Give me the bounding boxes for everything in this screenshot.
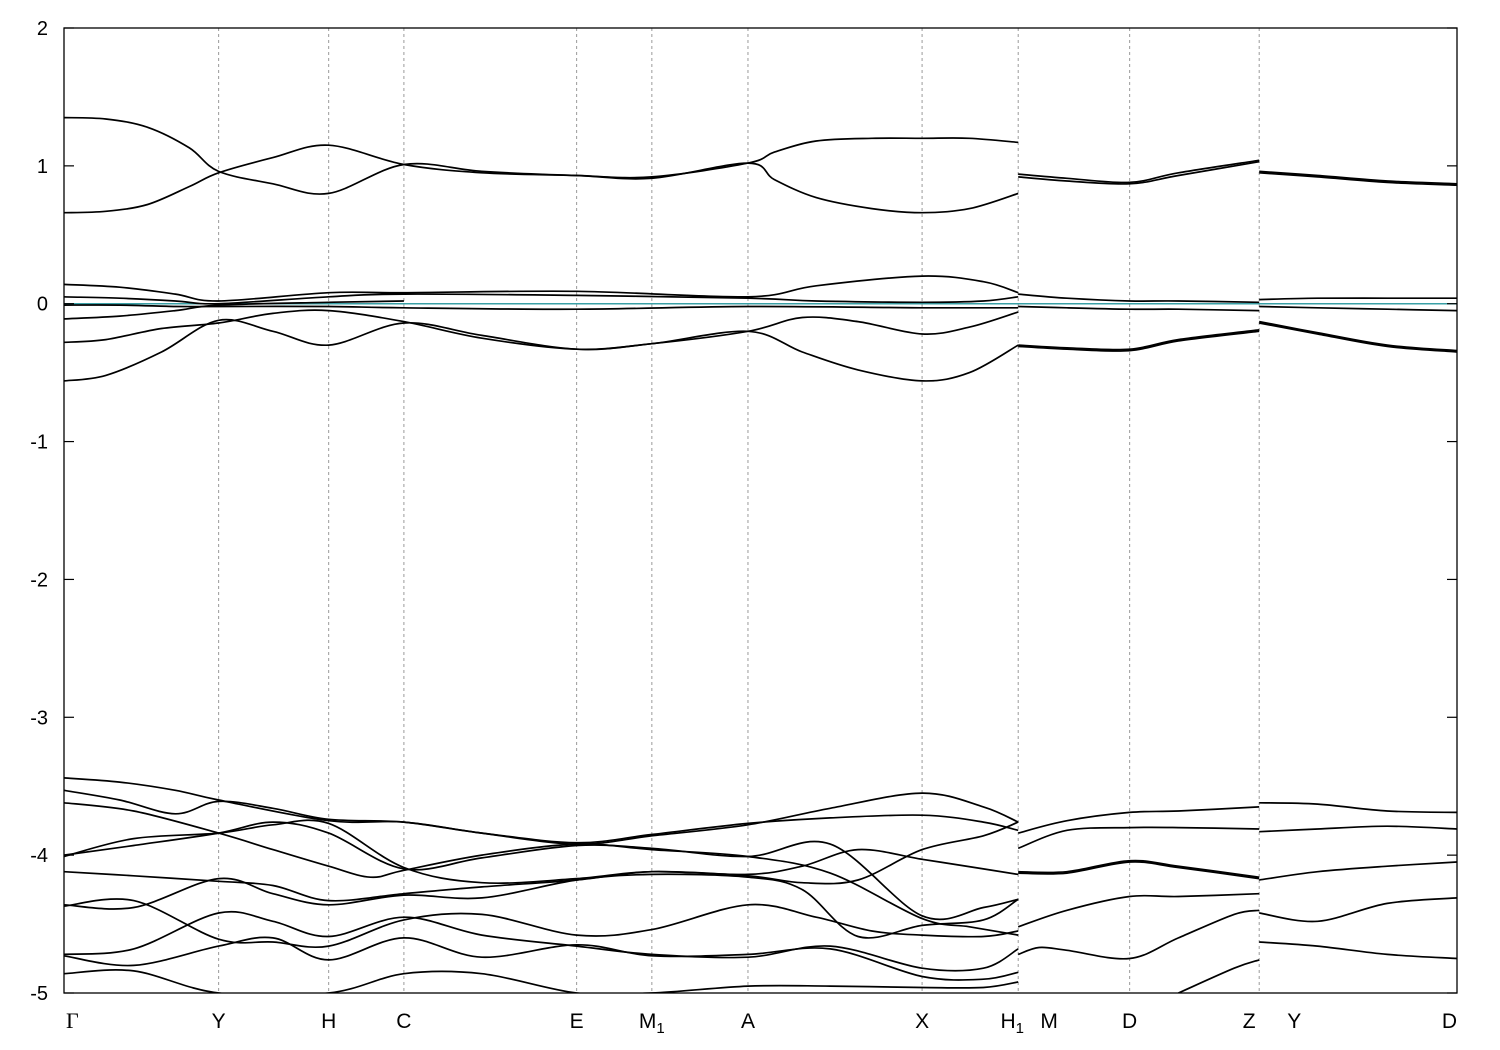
y-axis-ticks: 2 1 0 -1 -2 -3 -4 -5 [30,18,1457,1005]
band-5 [1259,171,1457,187]
band-42 [1259,941,1457,960]
kpoint-label: E [570,1010,584,1033]
band-29 [64,936,1019,981]
y-tick-label: 1 [37,156,48,178]
band-30 [64,969,1019,993]
band-24 [64,819,1019,885]
band-25 [64,848,1019,902]
y-tick-label: 2 [37,18,48,40]
band-19 [1259,322,1457,353]
band-16 [1259,297,1457,301]
vertical-grid-lines [218,28,1260,993]
band-40 [1259,861,1457,881]
x-axis-kpoint-labels: Γ Y H C E M1 A X H1 M D Z Y D [66,1008,1457,1037]
band-20 [64,777,1019,845]
band-27 [64,898,1019,949]
band-17 [1259,305,1457,312]
band-13 [1018,305,1260,312]
band-4 [1259,170,1457,185]
band-22 [64,801,1019,936]
band-37 [1178,959,1260,993]
band-39 [1259,825,1457,833]
y-tick-label: -3 [30,707,48,729]
band-15 [1018,329,1260,351]
band-1 [64,144,1019,214]
band-38 [1259,801,1457,814]
band-lines [64,116,1457,993]
band-9 [64,300,404,320]
band-3 [1018,159,1260,184]
y-tick-label: -1 [30,432,48,454]
band-33 [1018,861,1260,880]
kpoint-label: C [396,1010,411,1033]
band-6 [64,275,1019,302]
kpoint-label: A [741,1010,755,1033]
y-tick-label: -2 [30,569,48,591]
band-23 [64,821,1019,921]
band-11 [64,318,1019,382]
band-32 [1017,826,1260,850]
kpoint-label: M1 [639,1010,665,1037]
kpoint-label: X [915,1010,929,1033]
band-10 [64,309,1019,351]
band-41 [1259,897,1457,923]
kpoint-label: H1 [1000,1010,1024,1037]
kpoint-label: Y [212,1010,226,1033]
kpoint-label: Y [1287,1010,1301,1033]
band-12 [1018,293,1260,304]
y-tick-label: -4 [30,845,48,867]
band-2 [1018,160,1260,185]
band-8 [64,304,1019,311]
kpoint-label: H [321,1010,336,1033]
band-0 [64,116,1019,195]
band-21 [64,789,1019,844]
kpoint-label: M [1040,1010,1058,1033]
band-7 [64,293,1019,305]
kpoint-label: Γ [66,1008,79,1033]
band-31 [1017,806,1260,834]
y-tick-label: 0 [37,294,48,316]
plot-frame [63,27,1458,994]
band-18 [1259,320,1457,352]
band-36 [1017,909,1260,960]
band-34 [1018,859,1260,879]
band-14 [1018,330,1260,352]
band-28 [64,910,1019,972]
kpoint-label: D [1442,1010,1457,1033]
band-35 [1017,892,1260,928]
kpoint-label: D [1122,1010,1137,1033]
y-tick-label: -5 [30,983,48,1005]
kpoint-label: Z [1243,1010,1256,1033]
